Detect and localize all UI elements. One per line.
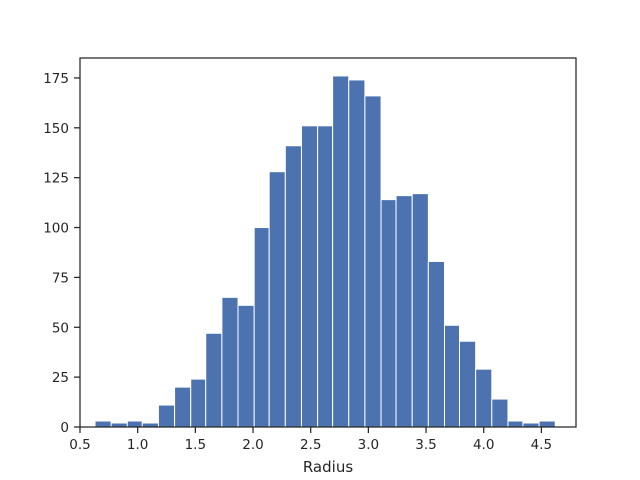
histogram-bar-19 [395, 195, 413, 428]
y-tick-label: 175 [43, 71, 69, 87]
histogram-bar-22 [444, 324, 460, 428]
x-tick-label: 1.5 [185, 437, 206, 453]
histogram-bar-14 [317, 125, 334, 428]
y-tick-label: 75 [52, 270, 69, 286]
histogram-bar-20 [411, 193, 429, 428]
y-tick-label: 100 [43, 221, 69, 237]
histogram-bar-5 [174, 386, 192, 428]
y-tick-label: 125 [43, 171, 69, 187]
histogram-bar-12 [284, 145, 302, 428]
axes-layer: 0.5 1.0 1.5 2.0 2.5 3.0 3.5 4.0 4.5 0 25 50 75 100 125… [43, 57, 577, 453]
y-tick-label: 150 [43, 121, 69, 137]
histogram-bar-11 [268, 171, 286, 428]
bars-layer [94, 75, 556, 428]
x-tick-label: 4.5 [531, 437, 552, 453]
histogram-bar-6 [190, 378, 207, 428]
histogram-bar-7 [205, 332, 223, 428]
histogram-bar-2 [126, 420, 143, 428]
histogram-bar-28 [538, 420, 556, 428]
histogram-bar-21 [427, 260, 446, 428]
histogram-bar-9 [237, 304, 255, 428]
x-tick-label: 4.0 [473, 437, 494, 453]
histogram-bar-25 [491, 398, 509, 428]
histogram-bar-10 [253, 227, 270, 428]
histogram-bar-23 [458, 340, 477, 428]
histogram-bar-13 [300, 125, 319, 428]
x-tick-label: 0.5 [69, 437, 90, 453]
histogram-bar-8 [221, 296, 239, 428]
y-tick-label: 25 [52, 370, 69, 386]
histogram-bar-15 [332, 75, 350, 428]
histogram-bar-24 [475, 368, 493, 428]
histogram-bar-18 [380, 199, 397, 428]
y-tick-label: 50 [52, 320, 69, 336]
x-tick-label: 3.0 [358, 437, 379, 453]
y-tick-label: 0 [60, 420, 69, 436]
histogram-bar-17 [364, 95, 382, 428]
x-tick-label: 1.0 [127, 437, 148, 453]
x-tick-label: 2.0 [242, 437, 263, 453]
x-axis-label: Radius [303, 458, 353, 476]
histogram-bar-0 [94, 420, 112, 428]
x-tick-label: 2.5 [300, 437, 321, 453]
histogram-bar-26 [507, 420, 524, 428]
histogram-bar-16 [348, 79, 366, 428]
x-tick-label: 3.5 [415, 437, 436, 453]
plot-frame [79, 57, 577, 428]
histogram-bar-4 [157, 404, 176, 428]
